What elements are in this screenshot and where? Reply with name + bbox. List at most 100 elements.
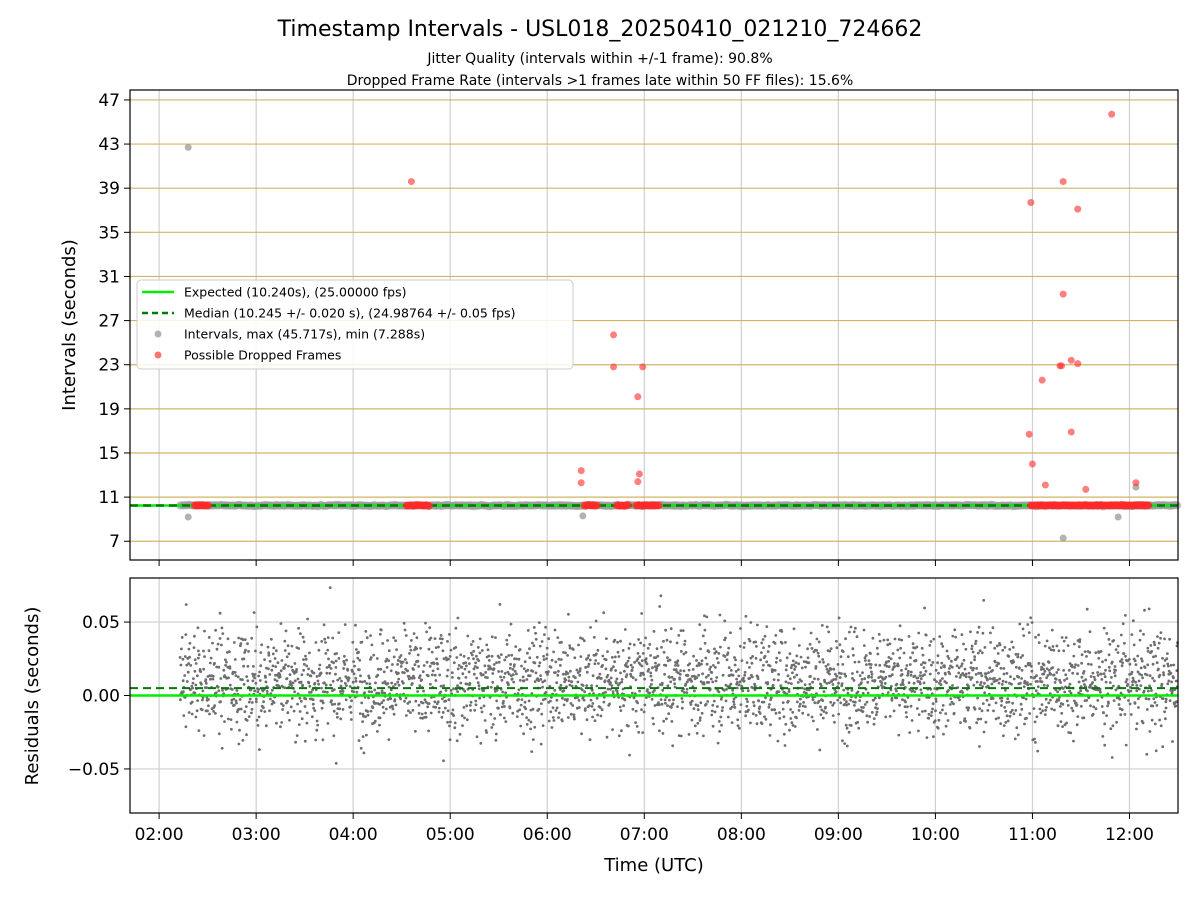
residual-point [612,665,615,669]
residual-point [482,704,486,708]
residual-point [323,637,327,641]
residual-point [1151,676,1154,680]
residual-point [209,677,212,681]
residual-point [733,663,737,667]
residual-point [802,701,805,704]
residual-point [339,684,343,688]
residual-point [710,713,714,717]
residual-point [497,706,500,710]
residual-point [693,724,697,728]
residual-point [509,622,513,626]
residual-point [867,674,871,678]
residual-point [928,658,931,662]
residual-point [1060,636,1064,639]
residual-point [1154,654,1157,658]
residual-point [951,684,954,687]
residual-point [517,657,521,661]
residual-point [297,723,301,726]
residual-point [389,688,393,692]
residual-point [182,690,185,694]
residual-point [566,654,569,657]
residual-point [710,709,714,713]
residual-point [654,668,658,672]
residual-point [993,660,997,664]
residual-point [1103,743,1107,747]
residual-point [795,673,799,677]
residual-point [533,680,537,683]
residual-point [974,639,978,643]
residual-point [531,707,535,711]
residual-point [1045,705,1048,709]
x-tick-label: 07:00 [620,825,669,845]
residual-point [1029,682,1032,686]
residual-point [1158,673,1162,677]
residual-point [785,656,789,660]
residual-point [875,710,879,714]
residual-point [290,684,294,687]
residual-point [595,652,598,656]
dropped-frame-point [655,501,663,510]
residual-point [827,669,831,673]
residual-point [477,659,481,662]
residual-point [478,696,482,700]
residual-point [933,687,937,690]
residual-point [505,638,509,642]
residual-point [907,635,911,638]
residual-point [760,651,763,654]
residual-point [1027,631,1031,634]
residual-point [444,699,448,703]
residual-point [311,702,315,706]
residual-point [617,734,621,738]
residual-point [606,650,609,653]
residual-point [739,627,742,630]
residual-point [238,698,242,701]
residual-point [822,690,826,693]
residual-point [775,656,779,660]
y-tick-label: 11 [98,488,120,508]
residual-point [580,688,584,692]
residual-point [528,656,532,660]
residual-point [780,630,784,633]
residual-point [474,699,478,703]
residual-point [301,635,305,639]
residual-point [890,696,894,700]
residual-point [269,697,272,701]
residual-point [460,714,464,718]
residual-point [1135,722,1139,725]
residual-point [679,734,683,738]
residual-point [454,646,458,649]
residual-point [291,681,295,685]
residual-point [1075,703,1079,707]
residual-point [923,661,927,665]
residual-point [373,688,377,692]
residual-point [649,654,652,657]
residual-point [338,677,342,680]
residual-point [964,720,967,723]
residual-point [979,717,983,721]
residual-point [357,739,361,742]
y-tick-label: 43 [98,135,120,155]
residual-point [507,672,511,676]
residual-point [343,663,347,666]
residual-point [1034,741,1037,744]
residual-point [1068,662,1072,665]
residual-point [1135,689,1139,693]
residual-point [882,638,886,642]
residual-point [1112,699,1116,702]
residual-point [194,662,198,665]
residual-point [251,679,255,683]
residual-point [220,746,224,750]
residual-point [552,719,556,722]
residual-point [853,704,856,707]
residual-point [483,664,487,668]
residual-point [1147,607,1151,611]
residual-point [1119,660,1122,663]
residual-point [584,665,588,669]
residual-point [334,666,338,669]
residual-point [703,628,707,632]
residual-point [788,728,791,732]
residual-point [398,656,401,659]
residual-point [411,708,415,712]
residual-point [989,631,992,635]
residual-point [777,690,781,694]
